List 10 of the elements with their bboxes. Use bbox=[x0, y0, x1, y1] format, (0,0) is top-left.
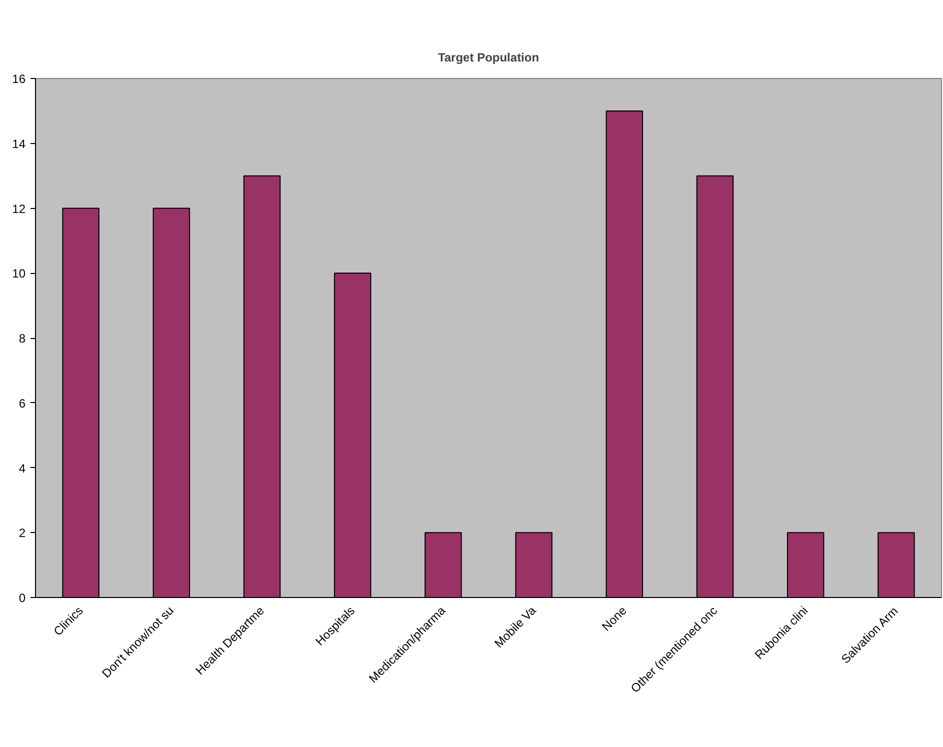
y-tick-label: 0 bbox=[18, 591, 26, 605]
y-tick-label: 16 bbox=[12, 72, 26, 86]
y-tick-label: 6 bbox=[18, 396, 26, 410]
chart-title: Target Population bbox=[438, 50, 540, 64]
y-tick-label: 12 bbox=[12, 202, 26, 216]
y-tick-label: 10 bbox=[12, 266, 26, 281]
y-tick-label: 4 bbox=[18, 461, 26, 476]
y-tick-label: 14 bbox=[12, 136, 26, 151]
y-tick-label: 8 bbox=[18, 332, 26, 346]
y-tick-label: 2 bbox=[18, 526, 26, 540]
